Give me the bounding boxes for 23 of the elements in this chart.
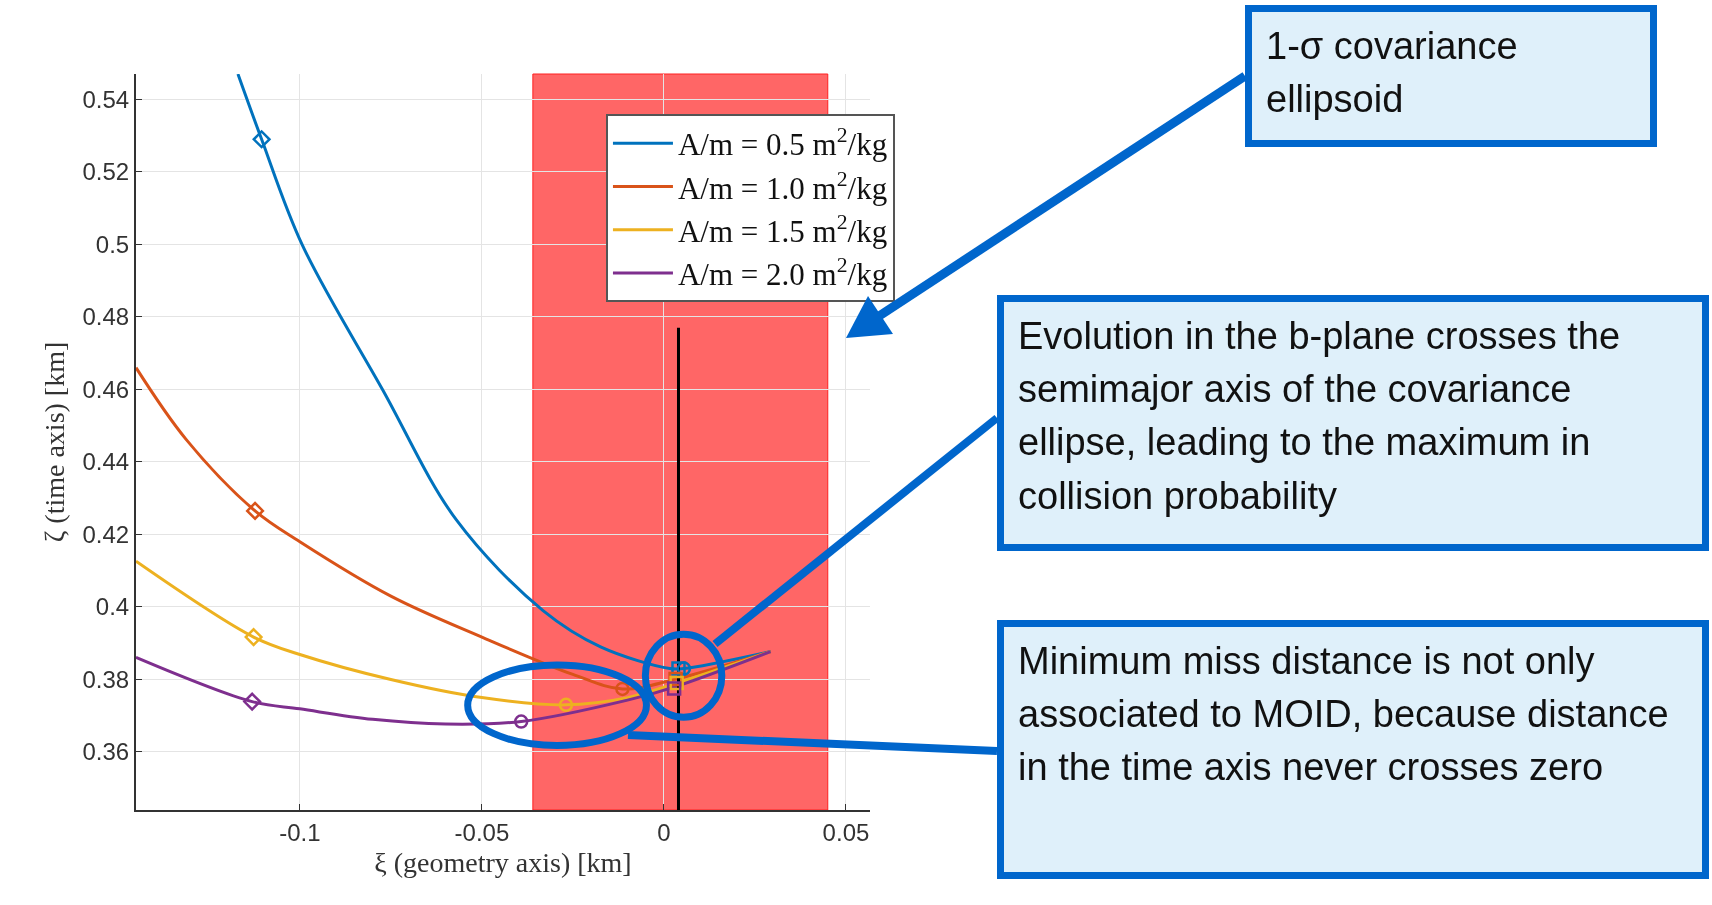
text: Minimum miss distance is not only associated to MOID, because distance in the time axis never crosses zero <box>997 620 1709 879</box>
y-axis-title: ζ (time axis) [km] <box>38 341 70 543</box>
y-tick-label: 0.54 <box>82 85 130 113</box>
y-tick-label: 0.4 <box>95 593 130 621</box>
legend-label: A/m = 1.5 m$^{2}$/kg <box>677 209 888 249</box>
x-tick-label: -0.1 <box>279 818 321 846</box>
x-axis-title: ξ (geometry axis) [km] <box>374 847 632 879</box>
legend-label: A/m = 1.0 m$^{2}$/kg <box>677 166 888 206</box>
y-tick-label: 0.36 <box>82 738 130 766</box>
y-tick-label: 0.5 <box>95 230 130 258</box>
x-tick-label: -0.05 <box>454 818 510 846</box>
y-tick-label: 0.52 <box>82 158 130 186</box>
y-tick-label: 0.42 <box>82 520 130 548</box>
y-tick-label: 0.48 <box>82 303 130 331</box>
y-tick-label: 0.38 <box>82 665 130 693</box>
y-tick-label: 0.46 <box>82 375 130 403</box>
x-tick-label: 0 <box>657 818 671 846</box>
text: 1-σ covariance ellipsoid <box>1245 5 1657 147</box>
legend-label: A/m = 0.5 m$^{2}$/kg <box>677 123 888 163</box>
legend-label: A/m = 2.0 m$^{2}$/kg <box>677 253 888 293</box>
y-tick-label: 0.44 <box>82 448 130 476</box>
text: Evolution in the b-plane crosses the semimajor axis of the covariance ellipse, leading to the maximum in collision probability <box>997 295 1709 551</box>
x-tick-label: 0.05 <box>822 818 870 846</box>
